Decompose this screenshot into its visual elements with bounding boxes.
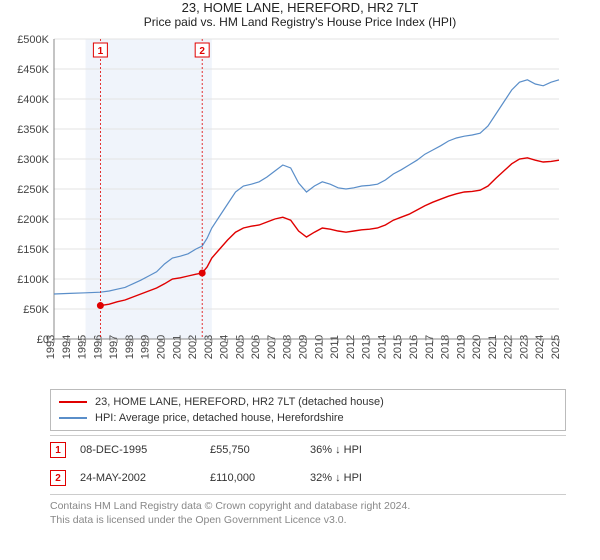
legend-row: 23, HOME LANE, HEREFORD, HR2 7LT (detach…	[59, 394, 557, 410]
table-row: 1 08-DEC-1995 £55,750 36% ↓ HPI	[50, 436, 566, 464]
svg-text:2018: 2018	[440, 335, 452, 359]
svg-text:£250K: £250K	[17, 184, 49, 196]
legend-swatch-red	[59, 401, 87, 403]
svg-text:1999: 1999	[140, 335, 152, 359]
legend-label: 23, HOME LANE, HEREFORD, HR2 7LT (detach…	[95, 394, 384, 410]
marker-badge: 1	[50, 442, 66, 458]
svg-text:1997: 1997	[108, 335, 120, 359]
svg-text:£500K: £500K	[17, 34, 49, 46]
svg-text:2008: 2008	[282, 335, 294, 359]
chart-subtitle: Price paid vs. HM Land Registry's House …	[0, 15, 600, 29]
svg-text:£50K: £50K	[23, 304, 49, 316]
svg-text:2019: 2019	[455, 335, 467, 359]
legend-row: HPI: Average price, detached house, Here…	[59, 410, 557, 426]
svg-text:1995: 1995	[77, 335, 89, 359]
svg-text:2007: 2007	[266, 335, 278, 359]
sale-date: 24-MAY-2002	[80, 472, 210, 484]
svg-text:2004: 2004	[219, 335, 231, 359]
credits: Contains HM Land Registry data © Crown c…	[50, 494, 566, 527]
chart-svg: £0£50K£100K£150K£200K£250K£300K£350K£400…	[10, 33, 570, 383]
svg-text:2005: 2005	[234, 335, 246, 359]
svg-text:£350K: £350K	[17, 124, 49, 136]
table-row: 2 24-MAY-2002 £110,000 32% ↓ HPI	[50, 464, 566, 492]
svg-text:2003: 2003	[203, 335, 215, 359]
chart-container: 23, HOME LANE, HEREFORD, HR2 7LT Price p…	[0, 0, 600, 560]
credits-line: Contains HM Land Registry data © Crown c…	[50, 499, 566, 513]
svg-text:2010: 2010	[313, 335, 325, 359]
svg-text:1: 1	[98, 46, 104, 57]
svg-text:£100K: £100K	[17, 274, 49, 286]
svg-text:2012: 2012	[345, 335, 357, 359]
legend-swatch-blue	[59, 417, 87, 419]
chart-plot: £0£50K£100K£150K£200K£250K£300K£350K£400…	[10, 33, 590, 383]
svg-text:2001: 2001	[171, 335, 183, 359]
svg-text:2023: 2023	[518, 335, 530, 359]
legend-label: HPI: Average price, detached house, Here…	[95, 410, 344, 426]
svg-text:2: 2	[199, 46, 205, 57]
svg-text:2024: 2024	[534, 335, 546, 359]
svg-text:2006: 2006	[250, 335, 262, 359]
svg-text:2016: 2016	[408, 335, 420, 359]
svg-text:2022: 2022	[503, 335, 515, 359]
legend: 23, HOME LANE, HEREFORD, HR2 7LT (detach…	[50, 389, 566, 431]
svg-text:2020: 2020	[471, 335, 483, 359]
sales-table: 1 08-DEC-1995 £55,750 36% ↓ HPI 2 24-MAY…	[50, 435, 566, 492]
sale-delta: 32% ↓ HPI	[310, 472, 430, 484]
svg-text:2017: 2017	[424, 335, 436, 359]
svg-text:1994: 1994	[61, 335, 73, 359]
svg-text:1996: 1996	[92, 335, 104, 359]
svg-text:2014: 2014	[376, 335, 388, 359]
svg-text:2025: 2025	[550, 335, 562, 359]
svg-text:2009: 2009	[298, 335, 310, 359]
sale-price: £55,750	[210, 444, 310, 456]
svg-text:£450K: £450K	[17, 64, 49, 76]
svg-text:1993: 1993	[45, 335, 57, 359]
svg-text:£400K: £400K	[17, 94, 49, 106]
svg-text:2000: 2000	[155, 335, 167, 359]
sale-price: £110,000	[210, 472, 310, 484]
svg-text:£200K: £200K	[17, 214, 49, 226]
svg-text:2021: 2021	[487, 335, 499, 359]
credits-line: This data is licensed under the Open Gov…	[50, 513, 566, 527]
chart-title: 23, HOME LANE, HEREFORD, HR2 7LT	[0, 0, 600, 15]
sale-delta: 36% ↓ HPI	[310, 444, 430, 456]
svg-text:£150K: £150K	[17, 244, 49, 256]
svg-text:1998: 1998	[124, 335, 136, 359]
svg-text:2013: 2013	[361, 335, 373, 359]
svg-text:£300K: £300K	[17, 154, 49, 166]
marker-badge: 2	[50, 470, 66, 486]
sale-date: 08-DEC-1995	[80, 444, 210, 456]
svg-text:2002: 2002	[187, 335, 199, 359]
svg-text:2015: 2015	[392, 335, 404, 359]
